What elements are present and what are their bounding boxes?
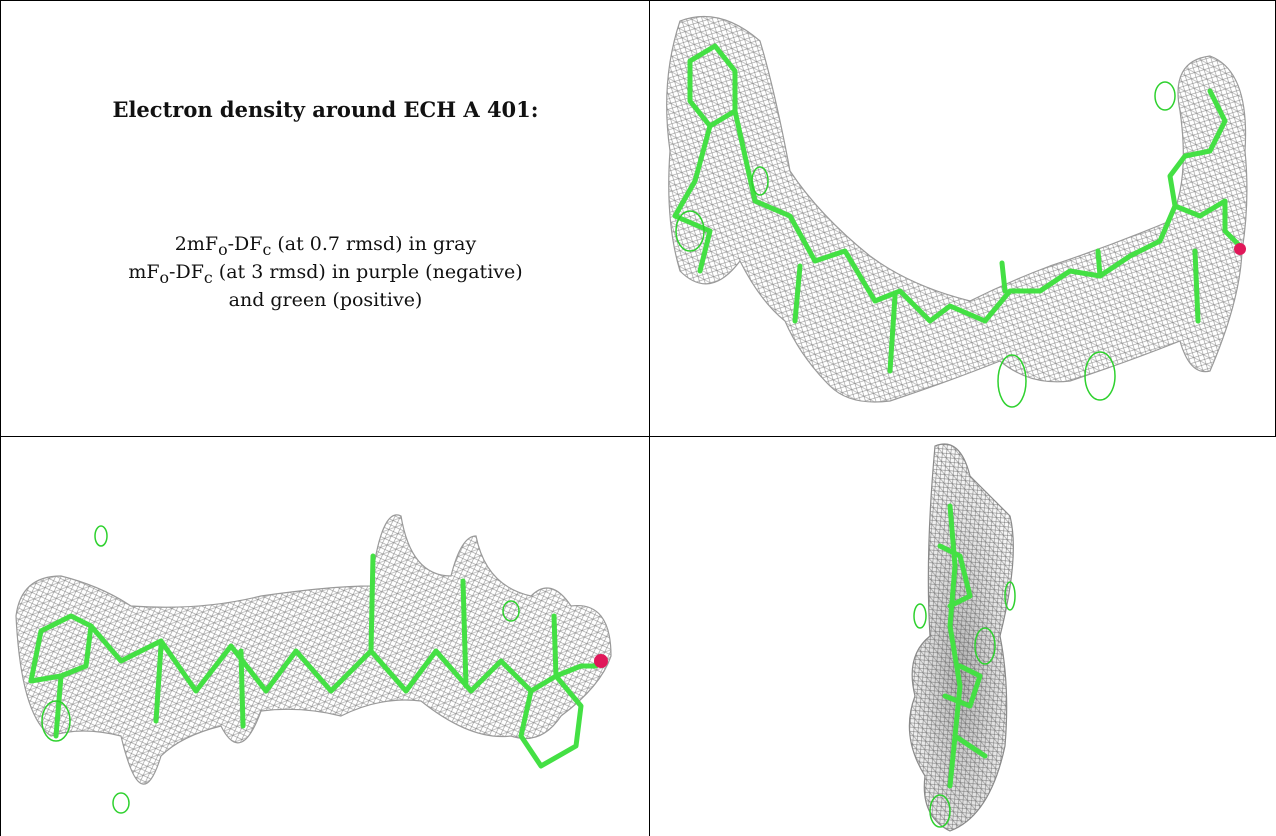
caption-subscript: c [203,267,213,287]
gray-mesh [15,514,612,785]
molecule-model [672,43,1243,374]
density-image-end-on [908,443,1016,832]
caption-text: mF [128,261,160,283]
density-view-side [0,436,649,836]
positive-density-blobs [41,525,520,814]
density-image-curved [666,15,1248,408]
caption-cell: Electron density around ECH A 401: 2mFo-… [0,0,649,437]
caption-text: -DF [227,233,263,255]
density-image-side [15,514,612,814]
caption-text: 2mF [174,233,219,255]
positive-density-blobs [913,581,1016,828]
caption-title: Electron density around ECH A 401: [112,97,539,122]
molecule-model [937,503,988,789]
gray-mesh [666,15,1248,403]
density-view-end-on [649,436,1276,836]
caption-subscript: o [159,267,170,287]
caption-text: -DF [169,261,204,283]
positive-density-blobs [675,81,1176,408]
caption-line-2mfo: 2mFo-DFc (at 0.7 rmsd) in gray [1,233,649,259]
caption-line-positive: and green (positive) [228,289,423,311]
caption-subscript: o [218,239,228,259]
gray-mesh [908,443,1014,832]
caption-subscript: c [262,239,272,259]
density-view-curved [649,0,1276,437]
molecule-model [28,553,599,769]
oxygen-atom [1234,243,1246,255]
oxygen-atom [594,654,608,668]
caption-text: (at 3 rmsd) in purple (negative) [212,261,523,283]
caption-line-mfo: mFo-DFc (at 3 rmsd) in purple (negative) [1,261,649,287]
caption-text: (at 0.7 rmsd) in gray [271,233,477,255]
